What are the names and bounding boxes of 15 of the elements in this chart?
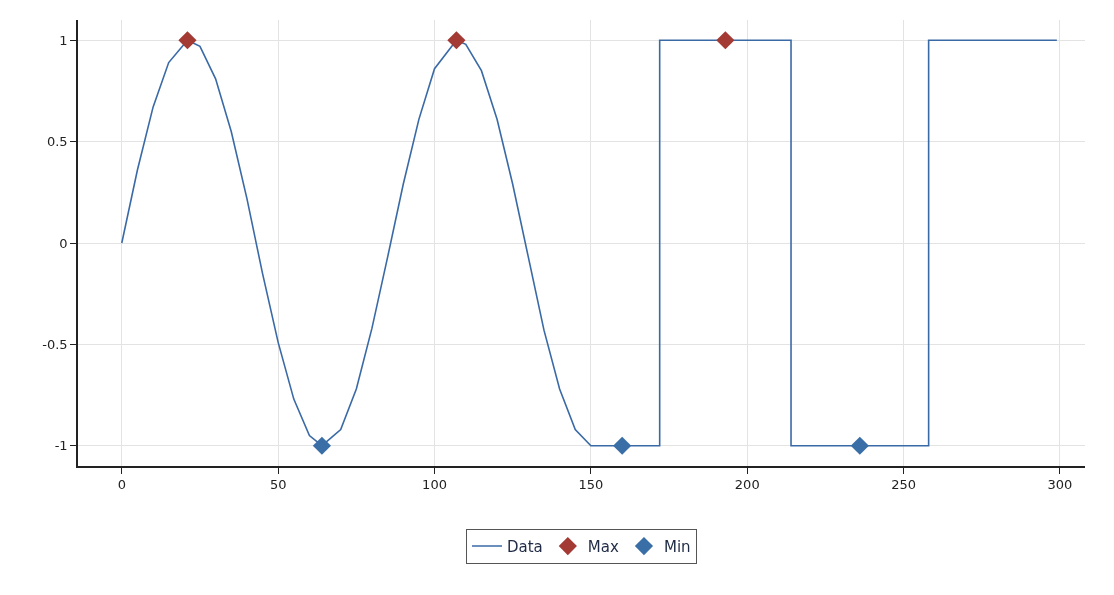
legend-label: Max [587,537,619,556]
x-tick-label: 150 [578,477,604,493]
y-tick-label: 0 [59,235,68,251]
x-tick-label: 300 [1047,477,1073,493]
y-tick-label: 0.5 [46,134,68,150]
legend-label: Data [507,537,543,556]
x-tick-label: 100 [422,477,447,493]
x-tick-label: 50 [269,477,287,493]
x-tick-label: 0 [117,477,126,493]
x-tick-label: 250 [891,477,917,493]
x-tick-label: 200 [734,477,760,493]
y-tick-label: 1 [59,32,68,48]
y-tick-label: -1 [54,438,68,454]
legend-label: Min [663,537,691,556]
y-tick-label: -0.5 [42,336,68,352]
